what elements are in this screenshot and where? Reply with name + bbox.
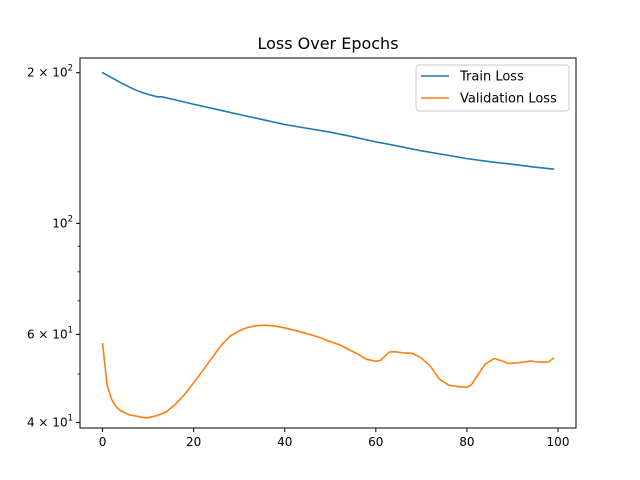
x-tick-label: 100 [547, 435, 570, 449]
x-axis: 0 20 40 60 80 100 [99, 428, 570, 449]
series-line-1 [101, 324, 555, 419]
y-tick-exponent: 1 [68, 325, 73, 335]
y-tick-base: 10 [52, 216, 67, 230]
x-tick-label: 0 [99, 435, 107, 449]
legend-label-1: Validation Loss [460, 92, 557, 107]
plot-frame [79, 57, 577, 429]
y-tick-base: 4 × 10 [27, 415, 68, 429]
y-tick-base: 6 × 10 [27, 327, 68, 341]
y-tick-exponent: 2 [68, 64, 73, 74]
x-tick-label: 60 [368, 435, 383, 449]
x-tick-label: 40 [277, 435, 292, 449]
y-tick-exponent: 2 [68, 214, 73, 224]
y-tick-label: 6 × 101 [27, 325, 73, 341]
y-tick-label: 4 × 101 [27, 413, 73, 429]
y-tick-exponent: 1 [68, 413, 73, 423]
chart-title: Loss Over Epochs [257, 34, 398, 53]
x-tick-label: 80 [459, 435, 474, 449]
x-tick-label: 20 [186, 435, 201, 449]
legend: Train Loss Validation Loss [415, 64, 570, 112]
series-line-0 [101, 71, 555, 170]
legend-label-0: Train Loss [459, 70, 524, 85]
y-tick-label: 102 [52, 214, 73, 230]
plot-lines [101, 71, 555, 419]
y-tick-base: 2 × 10 [27, 66, 68, 80]
legend-box [415, 64, 570, 112]
y-tick-label: 2 × 102 [27, 64, 73, 80]
